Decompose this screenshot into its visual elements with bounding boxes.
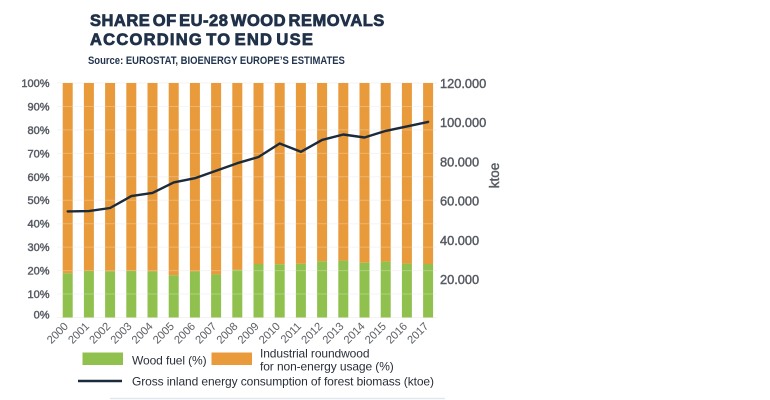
svg-text:2013: 2013	[321, 321, 347, 347]
svg-text:2014: 2014	[342, 321, 368, 347]
svg-text:60%: 60%	[27, 172, 49, 184]
svg-text:2015: 2015	[363, 321, 389, 347]
svg-text:Industrial roundwood: Industrial roundwood	[260, 347, 369, 361]
svg-text:2016: 2016	[384, 321, 410, 347]
svg-text:Gross inland energy consumptio: Gross inland energy consumption of fores…	[132, 375, 434, 389]
svg-text:for non-energy usage (%): for non-energy usage (%)	[260, 360, 394, 374]
svg-text:10%: 10%	[27, 289, 49, 301]
svg-text:2008: 2008	[215, 321, 241, 347]
svg-text:80%: 80%	[27, 125, 49, 137]
svg-text:Wood fuel (%): Wood fuel (%)	[132, 354, 207, 368]
svg-text:60.000: 60.000	[440, 194, 479, 209]
svg-text:2012: 2012	[299, 321, 325, 347]
svg-text:120.000: 120.000	[440, 76, 486, 91]
svg-text:0%: 0%	[34, 310, 50, 322]
svg-text:2010: 2010	[257, 321, 283, 347]
svg-text:2007: 2007	[193, 321, 219, 347]
svg-text:ktoe: ktoe	[487, 163, 502, 189]
svg-text:2003: 2003	[109, 321, 135, 347]
svg-text:2000: 2000	[45, 321, 71, 347]
svg-text:2001: 2001	[66, 321, 92, 347]
svg-text:50%: 50%	[27, 195, 49, 207]
svg-text:2004: 2004	[130, 321, 156, 347]
svg-text:2017: 2017	[405, 321, 431, 347]
svg-text:100.000: 100.000	[440, 115, 486, 130]
svg-text:90%: 90%	[27, 102, 49, 114]
svg-text:2002: 2002	[87, 321, 113, 347]
svg-text:2006: 2006	[172, 321, 198, 347]
svg-text:2009: 2009	[236, 321, 262, 347]
svg-text:40%: 40%	[27, 219, 49, 231]
svg-text:2005: 2005	[151, 321, 177, 347]
svg-text:70%: 70%	[27, 148, 49, 160]
svg-text:20%: 20%	[27, 266, 49, 278]
svg-text:40.000: 40.000	[440, 233, 479, 248]
svg-text:2011: 2011	[279, 321, 304, 346]
svg-text:30%: 30%	[27, 242, 49, 254]
svg-text:80.000: 80.000	[440, 154, 479, 169]
svg-text:20.000: 20.000	[440, 272, 479, 287]
svg-text:100%: 100%	[21, 78, 49, 90]
